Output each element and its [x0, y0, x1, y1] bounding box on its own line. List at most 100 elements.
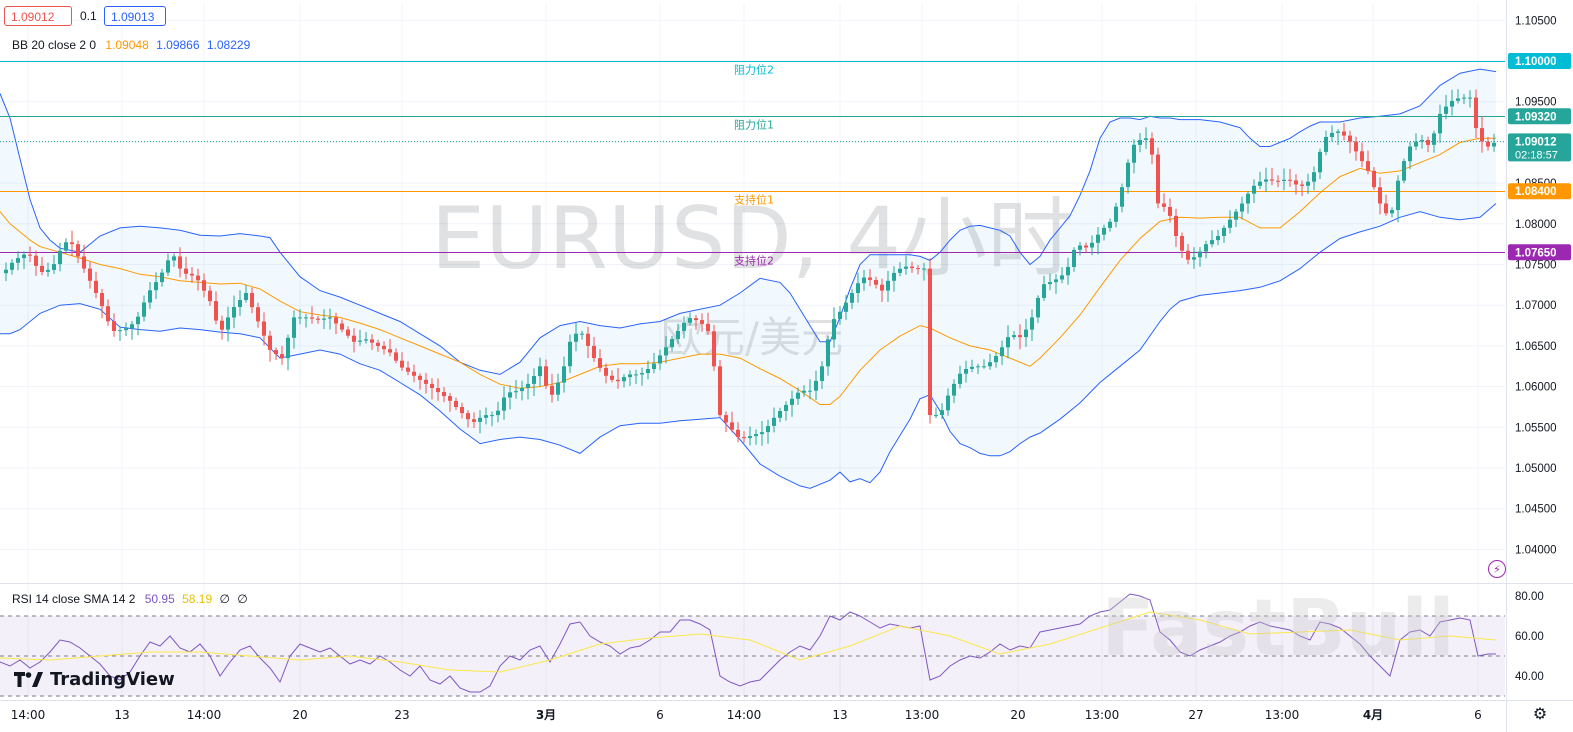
candle-body	[772, 417, 776, 426]
candle-body	[1168, 206, 1172, 216]
rsi-pane[interactable]	[0, 593, 1505, 697]
time-tick-label: 13:00	[1085, 708, 1120, 722]
candle-body	[1246, 193, 1250, 204]
candle-body	[994, 356, 998, 363]
candle-body	[388, 349, 392, 353]
candle-body	[736, 429, 740, 438]
candle-body	[916, 268, 920, 270]
price-label-tag	[1508, 108, 1571, 125]
candle-body	[1486, 141, 1490, 147]
bb-fill	[0, 69, 1496, 489]
candle-body	[322, 318, 326, 320]
candle-body	[16, 258, 20, 263]
candle-body	[892, 272, 896, 281]
candle-body	[586, 333, 590, 346]
tradingview-logo[interactable]: TradingView	[14, 667, 175, 691]
candle-body	[844, 302, 848, 312]
price-tick-label: 1.07000	[1515, 300, 1557, 312]
bid-price-box[interactable]: 1.09012	[4, 6, 72, 26]
candle-body	[838, 311, 842, 319]
candle-body	[1360, 151, 1364, 162]
candle-body	[664, 347, 668, 356]
price-label-tag	[1508, 133, 1571, 162]
time-tick-label: 6	[1474, 708, 1482, 722]
time-axis[interactable]: 14:00 13 14:00 20 23 3月 6 14:00 13 13:00 20 13:00 27…	[11, 708, 1482, 722]
time-tick-label: 20	[292, 708, 307, 722]
price-label-tag	[1508, 244, 1571, 261]
candle-body	[352, 335, 356, 342]
candle-body	[754, 434, 758, 437]
candle-body	[1090, 242, 1094, 248]
candle-body	[1240, 203, 1244, 212]
candle-body	[1438, 113, 1442, 134]
price-label-text: 1.10000	[1515, 56, 1557, 68]
candle-body	[928, 268, 932, 416]
candle-body	[394, 352, 398, 361]
bb-lower-value: 1.08229	[206, 38, 251, 52]
candle-body	[1420, 140, 1424, 142]
candle-body	[976, 366, 980, 368]
candle-body	[1144, 138, 1148, 140]
ask-price-box[interactable]: 1.09013	[104, 6, 166, 26]
candle-body	[1306, 181, 1310, 186]
candle-body	[418, 375, 422, 380]
candle-body	[1300, 184, 1304, 186]
candle-body	[1042, 284, 1046, 298]
bb-legend[interactable]: BB 20 close 2 0 1.09048 1.09866 1.08229	[12, 38, 250, 52]
candle-body	[796, 392, 800, 399]
candle-body	[466, 413, 470, 420]
candle-body	[604, 367, 608, 376]
candle-body	[616, 379, 620, 382]
ask-price: 1.09013	[111, 10, 155, 24]
time-tick-label: 23	[394, 708, 409, 722]
candle-body	[238, 300, 242, 307]
candle-body	[1222, 227, 1226, 236]
candle-body	[1408, 146, 1412, 162]
candle-body	[1378, 187, 1382, 204]
candle-body	[634, 374, 638, 376]
candle-body	[52, 264, 56, 270]
candle-body	[1204, 244, 1208, 252]
candle-body	[484, 415, 488, 418]
candle-body	[862, 277, 866, 284]
candle-body	[232, 307, 236, 318]
price-label-tag	[1508, 53, 1571, 69]
time-tick-label: 27	[1188, 708, 1203, 722]
candle-body	[574, 333, 578, 342]
candle-body	[424, 379, 428, 384]
candle-body	[1210, 240, 1214, 245]
rsi-extra-1: ∅	[219, 592, 230, 606]
bb-label: BB 20 close 2 0	[12, 38, 97, 52]
candle-body	[1426, 140, 1430, 145]
candle-body	[412, 371, 416, 376]
lightning-icon[interactable]: ⚡	[1488, 560, 1506, 578]
candle-body	[556, 382, 560, 395]
candle-body	[70, 242, 74, 245]
candle-body	[904, 266, 908, 269]
support-resistance-levels[interactable]: 阻力位2 阻力位1 支持位1 支持位2	[0, 61, 1505, 268]
settings-gear-icon[interactable]: ⚙	[1532, 704, 1548, 723]
candle-body	[1162, 203, 1166, 207]
candle-body	[1084, 245, 1088, 248]
candle-body	[40, 265, 44, 272]
candle-body	[688, 318, 692, 323]
rsi-legend[interactable]: RSI 14 close SMA 14 2 50.95 58.19 ∅ ∅	[12, 592, 248, 606]
candle-body	[568, 341, 572, 367]
candle-body	[490, 415, 494, 417]
candle-body	[244, 293, 248, 300]
price-axis[interactable]: 1.04000 1.04500 1.05000 1.05500 1.06000 1.065…	[1508, 15, 1571, 683]
candle-body	[148, 290, 152, 303]
candlestick-series	[4, 89, 1496, 446]
candle-body	[226, 317, 230, 330]
candle-body	[1480, 128, 1484, 142]
candle-body	[868, 277, 872, 280]
candle-body	[208, 290, 212, 302]
candle-body	[820, 366, 824, 381]
price-tick-label: 1.04500	[1515, 504, 1557, 516]
candle-body	[670, 339, 674, 348]
candle-body	[508, 392, 512, 398]
bid-price: 1.09012	[11, 10, 55, 24]
candle-body	[160, 272, 164, 283]
